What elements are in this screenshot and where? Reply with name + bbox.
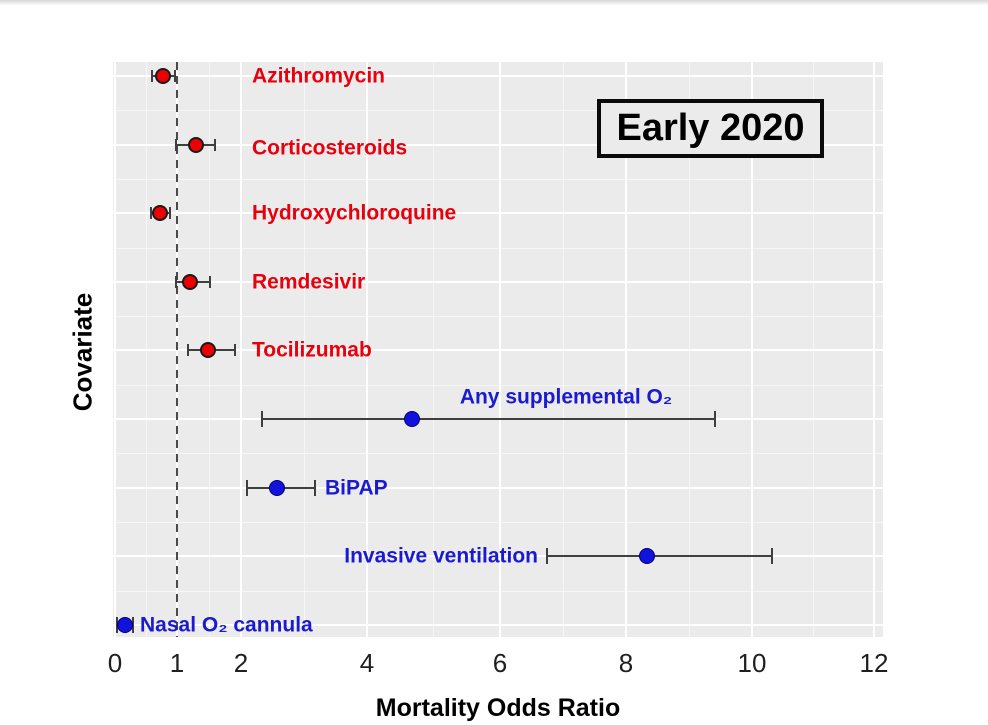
window-top-border [0,0,988,6]
data-point [638,548,655,565]
gridline-horizontal-major [113,143,883,146]
error-bar-cap-high [713,411,716,427]
point-label: Nasal O₂ cannula [140,613,313,637]
data-point [188,136,205,153]
x-tick-label: 0 [107,648,123,678]
data-point [116,616,133,633]
point-label: BiPAP [325,476,388,500]
gridline-horizontal-major [113,555,883,558]
period-title: Early 2020 [616,107,805,149]
gridline-horizontal-major [113,623,883,626]
error-bar-cap-low [246,479,249,496]
data-point [199,342,216,359]
x-tick-label: 6 [492,648,508,678]
error-bar-cap-high [209,275,212,288]
gridline-horizontal-minor [113,178,883,180]
error-bar-cap-high [234,344,237,357]
gridline-horizontal-minor [113,521,883,523]
error-bar-cap-high [313,479,316,496]
error-bar-cap-low [151,70,154,82]
point-label: Invasive ventilation [344,544,538,568]
x-tick-label: 10 [737,648,767,678]
point-label: Tocilizumab [252,338,372,362]
point-label: Corticosteroids [252,136,408,160]
data-point [152,205,169,222]
data-point [268,479,285,496]
period-title-box: Early 2020 [597,99,824,158]
gridline-horizontal-minor [113,384,883,386]
reference-line-or-1 [176,62,178,637]
error-bar-cap-high [174,70,177,82]
data-point [181,273,198,290]
gridline-horizontal-minor [113,453,883,455]
gridline-horizontal-major [113,486,883,489]
x-tick-label: 1 [169,648,185,678]
gridline-horizontal-minor [113,110,883,112]
error-bar-cap-low [546,548,549,565]
x-tick-label: 2 [233,648,249,678]
error-bar-cap-low [174,275,177,288]
error-bar-cap-high [169,207,172,220]
gridline-horizontal-major [113,75,883,77]
error-bar-cap-low [149,207,152,220]
error-bar-cap-low [186,344,189,357]
x-tick-label: 4 [359,648,375,678]
gridline-horizontal-major [113,280,883,283]
x-axis-title: Mortality Odds Ratio [375,694,621,722]
error-bar [261,418,715,420]
error-bar-cap-low [260,411,263,427]
point-label: Remdesivir [252,270,366,294]
error-bar [547,555,773,558]
gridline-horizontal-major [113,212,883,215]
x-tick-label: 12 [859,648,889,678]
data-point [155,68,172,84]
point-label: Any supplemental O₂ [459,385,673,409]
point-label: Hydroxychloroquine [252,201,457,225]
x-tick-label: 8 [618,648,634,678]
error-bar-cap-high [771,548,774,565]
error-bar-cap-high [214,138,217,151]
gridline-horizontal-minor [113,316,883,318]
error-bar-cap-low [115,616,118,633]
gridline-horizontal-minor [113,247,883,249]
gridline-horizontal-major [113,349,883,352]
error-bar-cap-low [175,138,178,151]
error-bar-cap-high [131,616,134,633]
point-label: Azithromycin [252,64,386,88]
y-axis-title: Covariate [67,292,98,412]
gridline-horizontal-minor [113,590,883,592]
data-point [404,411,421,427]
